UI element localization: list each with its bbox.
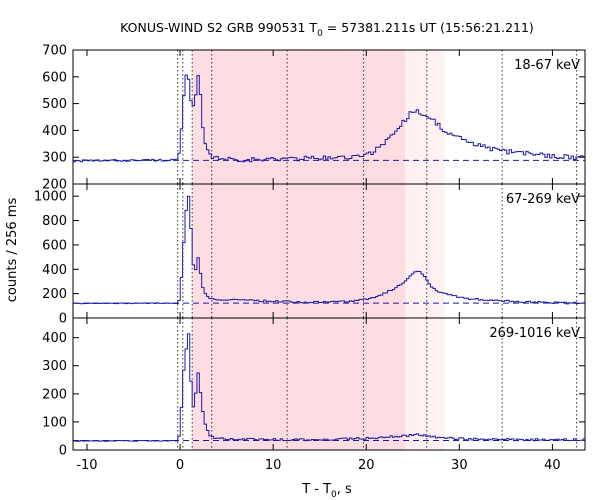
energy-band-label: 67-269 keV: [506, 192, 580, 207]
x-tick-label: 0: [176, 458, 184, 473]
y-tick-label: 600: [42, 238, 67, 253]
y-tick-label: 400: [42, 124, 67, 139]
x-axis-label-subscript: 0: [331, 490, 337, 500]
light-curve-series: [73, 74, 585, 163]
main-interval-shading: [192, 184, 406, 318]
panel-frame: [72, 317, 586, 451]
y-tick-label: 300: [42, 151, 67, 166]
chart-title-suffix: = 57381.211s UT (15:56:21.211): [323, 20, 534, 35]
y-tick-label: 200: [42, 178, 67, 193]
y-tick-label: 100: [42, 415, 67, 430]
x-tick-label: -10: [76, 458, 97, 473]
y-tick-label: 600: [42, 70, 67, 85]
y-axis-label: counts / 256 ms: [5, 198, 20, 303]
energy-band-label: 269-1016 keV: [489, 326, 580, 341]
y-tick-label: 200: [42, 287, 67, 302]
chart-title: KONUS-WIND S2 GRB 990531 T0 = 57381.211s…: [120, 20, 534, 39]
x-axis-label: T - T0, s: [301, 482, 352, 500]
y-tick-label: 200: [42, 387, 67, 402]
y-tick-label: 400: [42, 263, 67, 278]
x-axis-label-suffix: , s: [337, 482, 352, 497]
peak-interval-shading: [405, 318, 445, 450]
main-interval-shading: [192, 50, 406, 184]
x-tick-label: 30: [451, 458, 468, 473]
y-tick-label: 0: [59, 312, 67, 327]
chart-title-prefix: KONUS-WIND S2 GRB 990531 T: [120, 20, 317, 35]
main-interval-shading: [192, 318, 406, 450]
light-curve-series: [73, 195, 585, 305]
peak-interval-shading: [405, 184, 445, 318]
x-axis-label-prefix: T - T: [301, 482, 331, 497]
y-tick-label: 300: [42, 359, 67, 374]
y-tick-label: 700: [42, 44, 67, 59]
chart-title-subscript: 0: [317, 29, 323, 39]
y-tick-label: 500: [42, 97, 67, 112]
y-tick-label: 0: [59, 444, 67, 459]
x-tick-label: 40: [544, 458, 561, 473]
y-tick-label: 1000: [34, 190, 67, 205]
panel-2: 0 200 400 600 800 1000 67-269 keV: [34, 183, 586, 327]
x-tick-label: 10: [265, 458, 282, 473]
y-tick-label: 400: [42, 331, 67, 346]
x-tick-label: 20: [358, 458, 375, 473]
panel-3: 0 100 200 300 400 269-1016 keV: [42, 317, 586, 459]
y-tick-label: 800: [42, 214, 67, 229]
peak-interval-shading: [405, 50, 445, 184]
panel-1: 200 300 400 500 600 700 18-67 keV: [42, 44, 586, 193]
energy-band-label: 18-67 keV: [514, 58, 580, 73]
light-curve-series: [73, 333, 585, 442]
